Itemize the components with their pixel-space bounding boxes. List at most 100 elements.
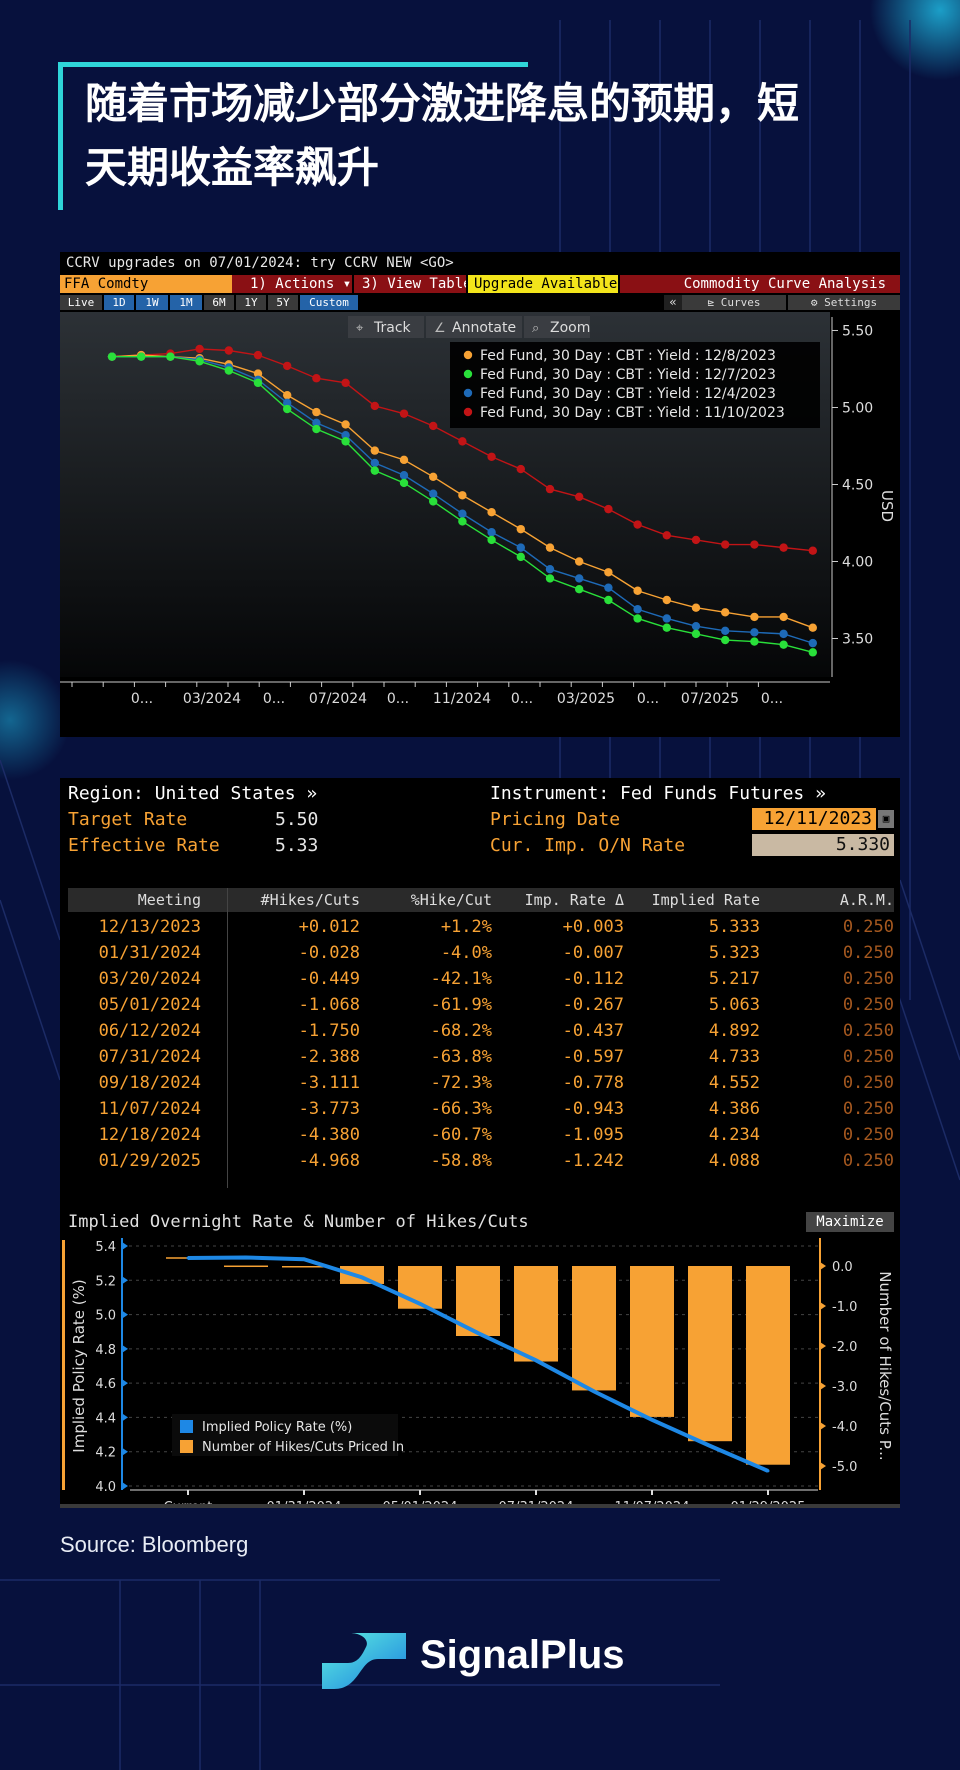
series-point xyxy=(312,424,321,434)
tool-button-annotate[interactable]: ∠ Annotate xyxy=(426,316,522,338)
table-cell: 0.250 xyxy=(842,1021,894,1041)
table-row[interactable]: 12/18/2024 -4.380 -60.7% -1.095 4.234 0.250 xyxy=(60,1122,900,1148)
table-row[interactable]: 05/01/2024 -1.068 -61.9% -0.267 5.063 0.250 xyxy=(60,992,900,1018)
series-point xyxy=(458,509,467,518)
table-cell: -72.3% xyxy=(430,1073,492,1093)
table-cell: -4.0% xyxy=(440,943,492,963)
series-point xyxy=(808,546,817,555)
column-header[interactable]: #Hikes/Cuts xyxy=(260,891,360,909)
period-button-1d[interactable]: 1D xyxy=(104,295,134,310)
table-cell: 0.250 xyxy=(842,1125,894,1145)
y2-tick-label: -3.0 xyxy=(832,1380,857,1395)
y-tick-label: 4.00 xyxy=(842,554,873,570)
tool-label: Zoom xyxy=(550,320,590,336)
actions-menu[interactable]: 1) Actions ▾ xyxy=(232,275,352,293)
series-point xyxy=(691,629,701,639)
curve-chart[interactable]: 3.50 4.00 4.50 5.00 5.50 USD 0... 03/2024 0... 07… xyxy=(60,312,900,737)
combo-chart[interactable]: 5.4 5.2 5.0 4.8 4.6 4.4 4.2 4.0 0.0 -1.0 -2.0 -3.0 -… xyxy=(60,1234,900,1508)
series-point xyxy=(487,535,496,545)
period-button-custom[interactable]: Custom xyxy=(300,295,358,310)
series-point xyxy=(399,471,409,480)
instrument-selector[interactable]: Instrument: Fed Funds Futures » xyxy=(490,783,826,804)
column-header[interactable]: Implied Rate xyxy=(651,891,760,909)
legend-entry: Fed Fund, 30 Day : CBT : Yield : 11/10/2… xyxy=(480,405,785,421)
period-button-1y[interactable]: 1Y xyxy=(236,295,266,310)
legend-entry: Implied Policy Rate (%) xyxy=(202,1420,352,1435)
series-point xyxy=(429,421,438,431)
series-point xyxy=(283,404,292,414)
x-tick-label: 0... xyxy=(511,691,533,707)
calendar-icon[interactable]: ▣ xyxy=(878,810,894,828)
table-row[interactable]: 11/07/2024 -3.773 -66.3% -0.943 4.386 0.250 xyxy=(60,1096,900,1122)
policy-rate-point xyxy=(418,1302,422,1306)
table-cell: -4.380 xyxy=(298,1125,360,1145)
y-tick-label: 5.2 xyxy=(95,1274,116,1289)
tool-button-zoom[interactable]: ⌕ Zoom xyxy=(524,316,590,338)
series-point xyxy=(429,497,438,506)
collapse-button[interactable]: « xyxy=(664,295,682,310)
legend-marker xyxy=(463,388,473,398)
table-cell: -68.2% xyxy=(430,1021,492,1041)
series-point xyxy=(137,352,146,361)
maximize-button[interactable]: Maximize xyxy=(806,1212,894,1232)
table-row[interactable]: 07/31/2024 -2.388 -63.8% -0.597 4.733 0.250 xyxy=(60,1044,900,1070)
period-button-1m[interactable]: 1M xyxy=(170,295,202,310)
series-point xyxy=(575,557,584,566)
table-row[interactable]: 01/29/2025 -4.968 -58.8% -1.242 4.088 0.250 xyxy=(60,1148,900,1174)
column-header[interactable]: Meeting xyxy=(137,891,201,909)
curves-button[interactable]: ⊵ Curves xyxy=(682,295,786,310)
y2-tick-label: -2.0 xyxy=(832,1340,857,1355)
table-cell: -3.111 xyxy=(298,1073,360,1093)
column-header[interactable]: %Hike/Cut xyxy=(410,891,492,909)
y-tick-label: 3.50 xyxy=(842,631,873,647)
command-line[interactable]: CCRV upgrades on 07/01/2024: try CCRV NE… xyxy=(66,255,454,271)
series-point xyxy=(429,472,438,481)
region-selector[interactable]: Region: United States » xyxy=(68,783,318,804)
series-point xyxy=(575,585,584,594)
column-header[interactable]: A.R.M. xyxy=(839,891,894,909)
table-cell: -2.388 xyxy=(298,1047,360,1067)
table-cell: -0.778 xyxy=(562,1073,624,1093)
table-row[interactable]: 12/13/2023 +0.012 +1.2% +0.003 5.333 0.250 xyxy=(60,914,900,940)
table-cell: +0.003 xyxy=(562,917,624,937)
upgrade-available-badge[interactable]: Upgrade Available xyxy=(468,275,618,293)
pricing-date-field[interactable]: 12/11/2023 xyxy=(752,808,876,830)
series-point xyxy=(662,614,671,623)
table-cell: -0.267 xyxy=(562,995,624,1015)
period-button-6m[interactable]: 6M xyxy=(204,295,234,310)
table-cell: 06/12/2024 xyxy=(98,1021,201,1041)
table-row[interactable]: 03/20/2024 -0.449 -42.1% -0.112 5.217 0.250 xyxy=(60,966,900,992)
target-rate-label: Target Rate xyxy=(68,809,188,830)
left-axis-accent xyxy=(62,1240,65,1490)
series-point xyxy=(253,350,263,360)
policy-rate-point xyxy=(766,1469,770,1473)
y-tick-arrow xyxy=(122,1482,128,1490)
view-table-menu[interactable]: 3) View Table xyxy=(354,275,466,293)
table-divider xyxy=(227,888,228,1188)
bar xyxy=(282,1266,326,1268)
gear-icon: ⚙ xyxy=(810,296,825,309)
series-point xyxy=(691,603,701,612)
on-rate-field[interactable]: 5.330 xyxy=(752,834,894,856)
bar xyxy=(630,1266,674,1417)
series-point xyxy=(779,640,788,649)
settings-button[interactable]: ⚙ Settings xyxy=(788,295,900,310)
series-point xyxy=(691,621,701,631)
security-field[interactable]: FFA Comdty xyxy=(60,275,232,293)
series-point xyxy=(604,595,613,605)
table-cell: 11/07/2024 xyxy=(98,1099,201,1119)
table-row[interactable]: 01/31/2024 -0.028 -4.0% -0.007 5.323 0.250 xyxy=(60,940,900,966)
table-cell: 03/20/2024 xyxy=(98,969,201,989)
tool-button-track[interactable]: ⌖ Track xyxy=(348,316,424,338)
series-point xyxy=(721,626,730,635)
legend-marker xyxy=(463,407,473,417)
period-button-1w[interactable]: 1W xyxy=(136,295,168,310)
policy-rate-point xyxy=(476,1331,480,1335)
table-row[interactable]: 06/12/2024 -1.750 -68.2% -0.437 4.892 0.250 xyxy=(60,1018,900,1044)
column-header[interactable]: Imp. Rate Δ xyxy=(524,891,624,909)
period-button-live[interactable]: Live xyxy=(60,295,102,310)
bar xyxy=(688,1266,732,1442)
series-point xyxy=(662,531,671,540)
table-row[interactable]: 09/18/2024 -3.111 -72.3% -0.778 4.552 0.250 xyxy=(60,1070,900,1096)
period-button-5y[interactable]: 5Y xyxy=(268,295,298,310)
